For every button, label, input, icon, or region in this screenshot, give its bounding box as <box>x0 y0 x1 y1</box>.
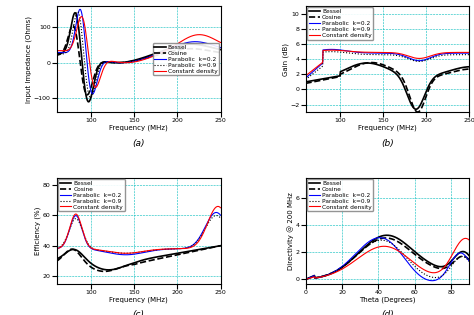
Text: (d): (d) <box>381 310 394 315</box>
Y-axis label: Efficiency (%): Efficiency (%) <box>35 206 41 255</box>
X-axis label: Frequency (MHz): Frequency (MHz) <box>109 125 168 131</box>
X-axis label: Theta (Degrees): Theta (Degrees) <box>359 296 416 303</box>
Legend: Bessel, Cosine, Parabolic  k=0.2, Parabolic  k=0.9, Constant density: Bessel, Cosine, Parabolic k=0.2, Parabol… <box>307 179 374 211</box>
Y-axis label: Directivity @ 200 MHz: Directivity @ 200 MHz <box>287 192 294 270</box>
Text: (b): (b) <box>381 139 394 148</box>
X-axis label: Frequency (MHz): Frequency (MHz) <box>109 296 168 303</box>
Legend: Bessel, Cosine, Parabolic  k=0.2, Parabolic  k=0.9, Constant density: Bessel, Cosine, Parabolic k=0.2, Parabol… <box>153 43 219 75</box>
Y-axis label: Gain (dB): Gain (dB) <box>282 43 289 76</box>
Legend: Bessel, Cosine, Parabolic  k=0.2, Parabolic  k=0.9, Constant density: Bessel, Cosine, Parabolic k=0.2, Parabol… <box>307 8 374 40</box>
Text: (c): (c) <box>133 310 145 315</box>
Legend: Bessel, Cosine, Parabolic  k=0.2, Parabolic  k=0.9, Constant density: Bessel, Cosine, Parabolic k=0.2, Parabol… <box>58 179 125 211</box>
X-axis label: Frequency (MHz): Frequency (MHz) <box>358 125 417 131</box>
Text: (a): (a) <box>132 139 145 148</box>
Y-axis label: Input Impedance (Ohms): Input Impedance (Ohms) <box>26 16 32 103</box>
